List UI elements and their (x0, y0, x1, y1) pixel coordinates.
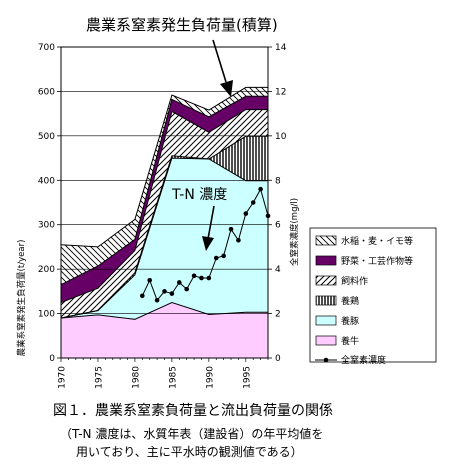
y-left-tick-label-2: 200 (38, 265, 55, 275)
legend-swatch-3 (315, 295, 337, 306)
concentration-point-10 (213, 255, 219, 261)
y-axis-right-label: 全窒素濃度(mg/l) (289, 198, 300, 266)
x-tick-labels: 1970 1975 1980 1985 1990 1995 (58, 366, 253, 389)
y-right-tick-label-3: 6 (275, 221, 281, 231)
x-tick-label-1: 1975 (94, 366, 104, 389)
tn-annotation-label: T-N 濃度 (171, 187, 227, 203)
area-outline-3 (60, 109, 268, 303)
concentration-line (140, 186, 271, 303)
concentration-point-12 (228, 226, 234, 232)
legend-label-2: 飼料作 (341, 275, 368, 287)
axes (57, 46, 272, 362)
legend-label-5: 養牛 (341, 335, 359, 347)
gridlines (61, 91, 268, 314)
legend-label-4: 養豚 (341, 315, 359, 327)
y-left-tick-label-1: 100 (38, 310, 55, 320)
x-tick-label-2: 1980 (131, 366, 141, 389)
concentration-point-9 (206, 275, 212, 281)
y-left-tick-label-6: 600 (38, 87, 55, 97)
y-right-tick-label-1: 2 (275, 310, 281, 320)
concentration-point-14 (243, 211, 249, 216)
concentration-point-7 (191, 273, 197, 279)
y-right-tick-label-6: 12 (275, 87, 286, 97)
legend-label-3: 養鶏 (341, 295, 359, 307)
concentration-point-2 (154, 297, 160, 303)
legend-label-line: 全窒素濃度 (341, 354, 386, 366)
area-series-0 (61, 302, 268, 358)
concentration-point-3 (162, 289, 167, 294)
legend-swatch-0 (315, 235, 337, 246)
chart-title: 農業系窒素発生負荷量(積算) (86, 16, 278, 34)
legend-label-0: 水稲・麦・イモ等 (341, 235, 413, 247)
area-series-3 (61, 109, 268, 318)
area-outline-4 (60, 95, 268, 286)
y-right-tick-label-4: 8 (275, 176, 281, 186)
area-outline-5 (60, 86, 268, 248)
x-tick-label-0: 1970 (58, 366, 68, 389)
concentration-point-11 (221, 253, 226, 259)
x-tick-label-5: 1995 (242, 366, 252, 389)
y-axis-left-label: 農業系窒素発生負荷量(t/year) (16, 240, 27, 357)
area-series-2 (61, 136, 268, 318)
concentration-point-15 (250, 200, 256, 205)
legend-swatch-2 (315, 275, 337, 286)
title-arrow (212, 39, 233, 97)
legend-swatch-5 (315, 335, 337, 346)
concentration-point-13 (236, 237, 241, 243)
caption-line-2: （T-N 濃度は、水質年表（建設省）の年平均値を (60, 426, 323, 441)
concentration-point-4 (169, 291, 175, 296)
y-right-tick-label-5: 10 (275, 132, 287, 142)
legend-line-marker (323, 357, 329, 363)
concentration-point-5 (176, 280, 182, 285)
y-right-tick-label-0: 0 (275, 354, 281, 364)
legend-swatch-1 (315, 255, 337, 266)
concentration-point-0 (140, 293, 145, 299)
series-outlines (60, 86, 268, 320)
area-outline-2 (60, 135, 268, 319)
caption-line-3: 用いており、主に平水時の観測値である） (76, 444, 303, 459)
concentration-point-16 (258, 186, 263, 192)
concentration-point-8 (199, 275, 204, 281)
area-series-1 (61, 158, 268, 320)
tn-annotation-arrow (202, 205, 215, 251)
y-left-tick-labels: 0 100 200 300 400 500 600 700 (38, 43, 55, 364)
y-right-tick-label-7: 14 (275, 43, 287, 53)
concentration-point-1 (147, 277, 153, 283)
y-left-tick-label-0: 0 (49, 354, 55, 364)
y-left-tick-label-5: 500 (38, 132, 55, 142)
y-left-tick-label-3: 300 (38, 221, 55, 231)
y-left-tick-label-4: 400 (38, 176, 55, 186)
x-tick-label-4: 1990 (205, 366, 215, 389)
caption-line-1: 図１．農業系窒素負荷量と流出負荷量の関係 (53, 402, 333, 419)
y-right-tick-labels: 0 2 4 6 8 10 12 14 (275, 43, 287, 364)
y-left-tick-label-7: 700 (38, 43, 55, 53)
legend-swatch-4 (315, 315, 337, 326)
series-areas (61, 87, 268, 358)
area-outline-0 (60, 301, 268, 320)
y-right-tick-label-2: 4 (275, 265, 281, 275)
x-tick-label-3: 1985 (168, 366, 178, 389)
legend-label-1: 野菜・工芸作物等 (341, 255, 413, 267)
concentration-point-6 (184, 286, 189, 292)
